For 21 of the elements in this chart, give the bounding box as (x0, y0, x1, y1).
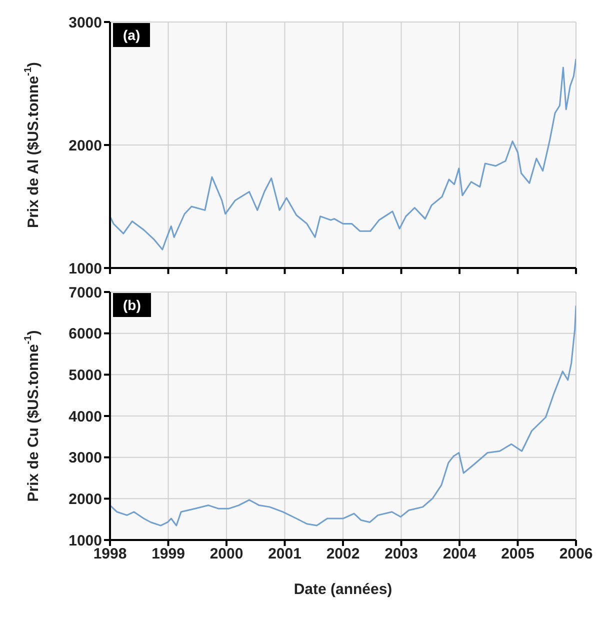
y-tick-label: 1000 (68, 260, 102, 278)
x-tick-label: 2004 (442, 546, 477, 563)
y-tick-label: 2000 (68, 137, 102, 154)
y-tick-label: 3000 (68, 14, 102, 32)
y-tick-label: 3000 (68, 450, 102, 467)
annotation: (b) (113, 293, 151, 317)
x-tick-label: 2005 (501, 546, 534, 563)
y-tick-label: 5000 (68, 366, 102, 384)
y-tick-label: 4000 (68, 408, 102, 426)
y-tick-label: 7000 (68, 284, 102, 302)
x-tick-label: 2002 (326, 546, 360, 563)
y-tick-label: 6000 (68, 326, 102, 343)
x-axis-title: Date (années) (294, 580, 392, 598)
x-tick-label: 2001 (268, 546, 302, 563)
x-tick-label: 1999 (152, 546, 185, 563)
x-tick-label: 2006 (559, 546, 593, 563)
y-tick-label: 2000 (68, 490, 102, 508)
x-tick-label: 2003 (384, 546, 418, 563)
annotation: (a) (113, 23, 150, 47)
x-tick-label: 2000 (210, 546, 244, 563)
line-series (110, 58, 576, 250)
